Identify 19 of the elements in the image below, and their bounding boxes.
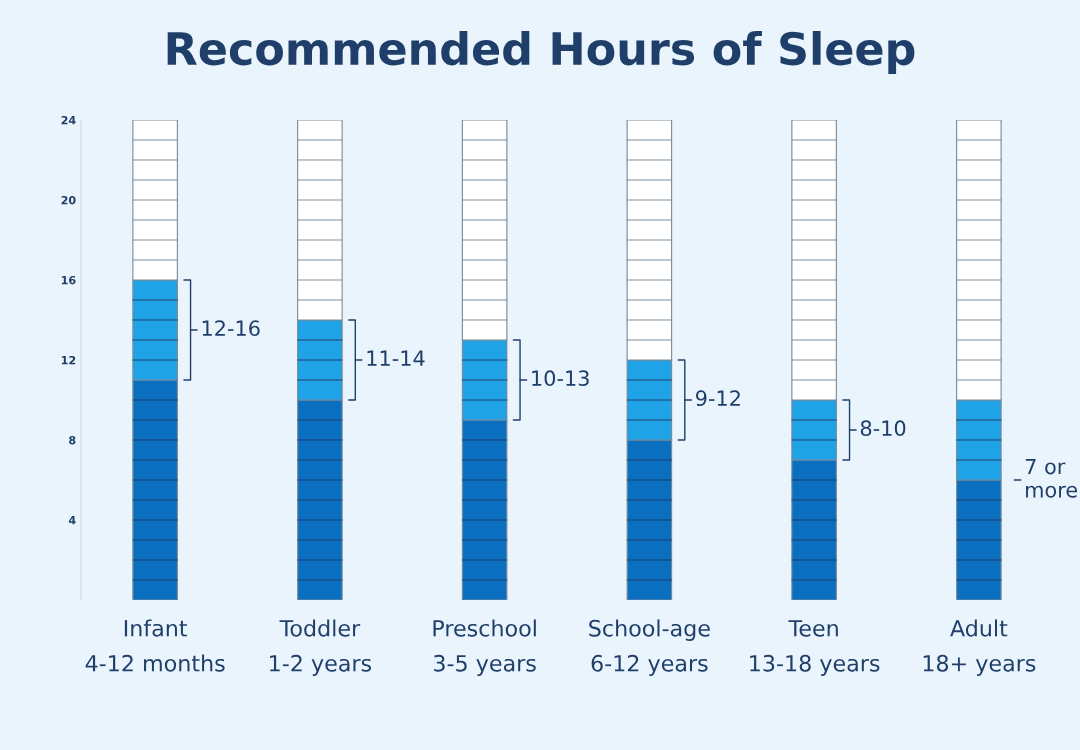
y-tick-label: 20 xyxy=(61,195,76,205)
x-tick-label: School-age 6-12 years xyxy=(589,619,710,676)
y-tick-label: 16 xyxy=(61,275,76,285)
chart-title: Recommended Hours of Sleep xyxy=(167,30,915,75)
x-tick-label: Infant 4-12 months xyxy=(85,619,225,672)
y-tick-label: 24 xyxy=(61,115,76,125)
x-tick-label: Teen 13-18 years xyxy=(750,620,880,676)
annotation: 10-13 xyxy=(532,370,589,387)
annotation: 12-16 xyxy=(202,320,260,337)
x-tick-label: Toddler 1-2 years xyxy=(270,619,372,676)
annotation: 8-10 xyxy=(860,420,906,437)
y-tick-label: 12 xyxy=(61,355,76,365)
annotation: 11-14 xyxy=(367,350,425,366)
annotation: 7 or more xyxy=(1025,458,1078,498)
y-tick-label: 4 xyxy=(68,516,76,525)
y-tick-label: 8 xyxy=(69,435,76,445)
annotation: 9-12 xyxy=(695,390,740,407)
x-tick-label: Adult 18+ years xyxy=(923,619,1036,676)
x-tick-label: Preschool 3-5 years xyxy=(433,619,536,676)
